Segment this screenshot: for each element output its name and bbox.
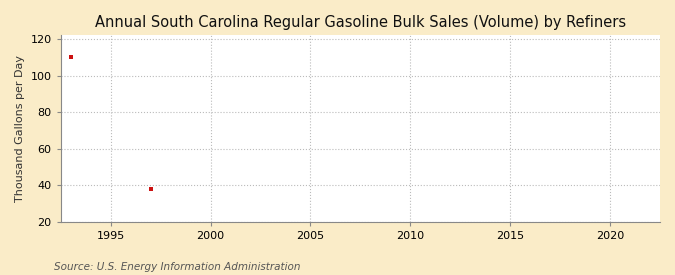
- Text: Source: U.S. Energy Information Administration: Source: U.S. Energy Information Administ…: [54, 262, 300, 272]
- Y-axis label: Thousand Gallons per Day: Thousand Gallons per Day: [15, 55, 25, 202]
- Title: Annual South Carolina Regular Gasoline Bulk Sales (Volume) by Refiners: Annual South Carolina Regular Gasoline B…: [95, 15, 626, 30]
